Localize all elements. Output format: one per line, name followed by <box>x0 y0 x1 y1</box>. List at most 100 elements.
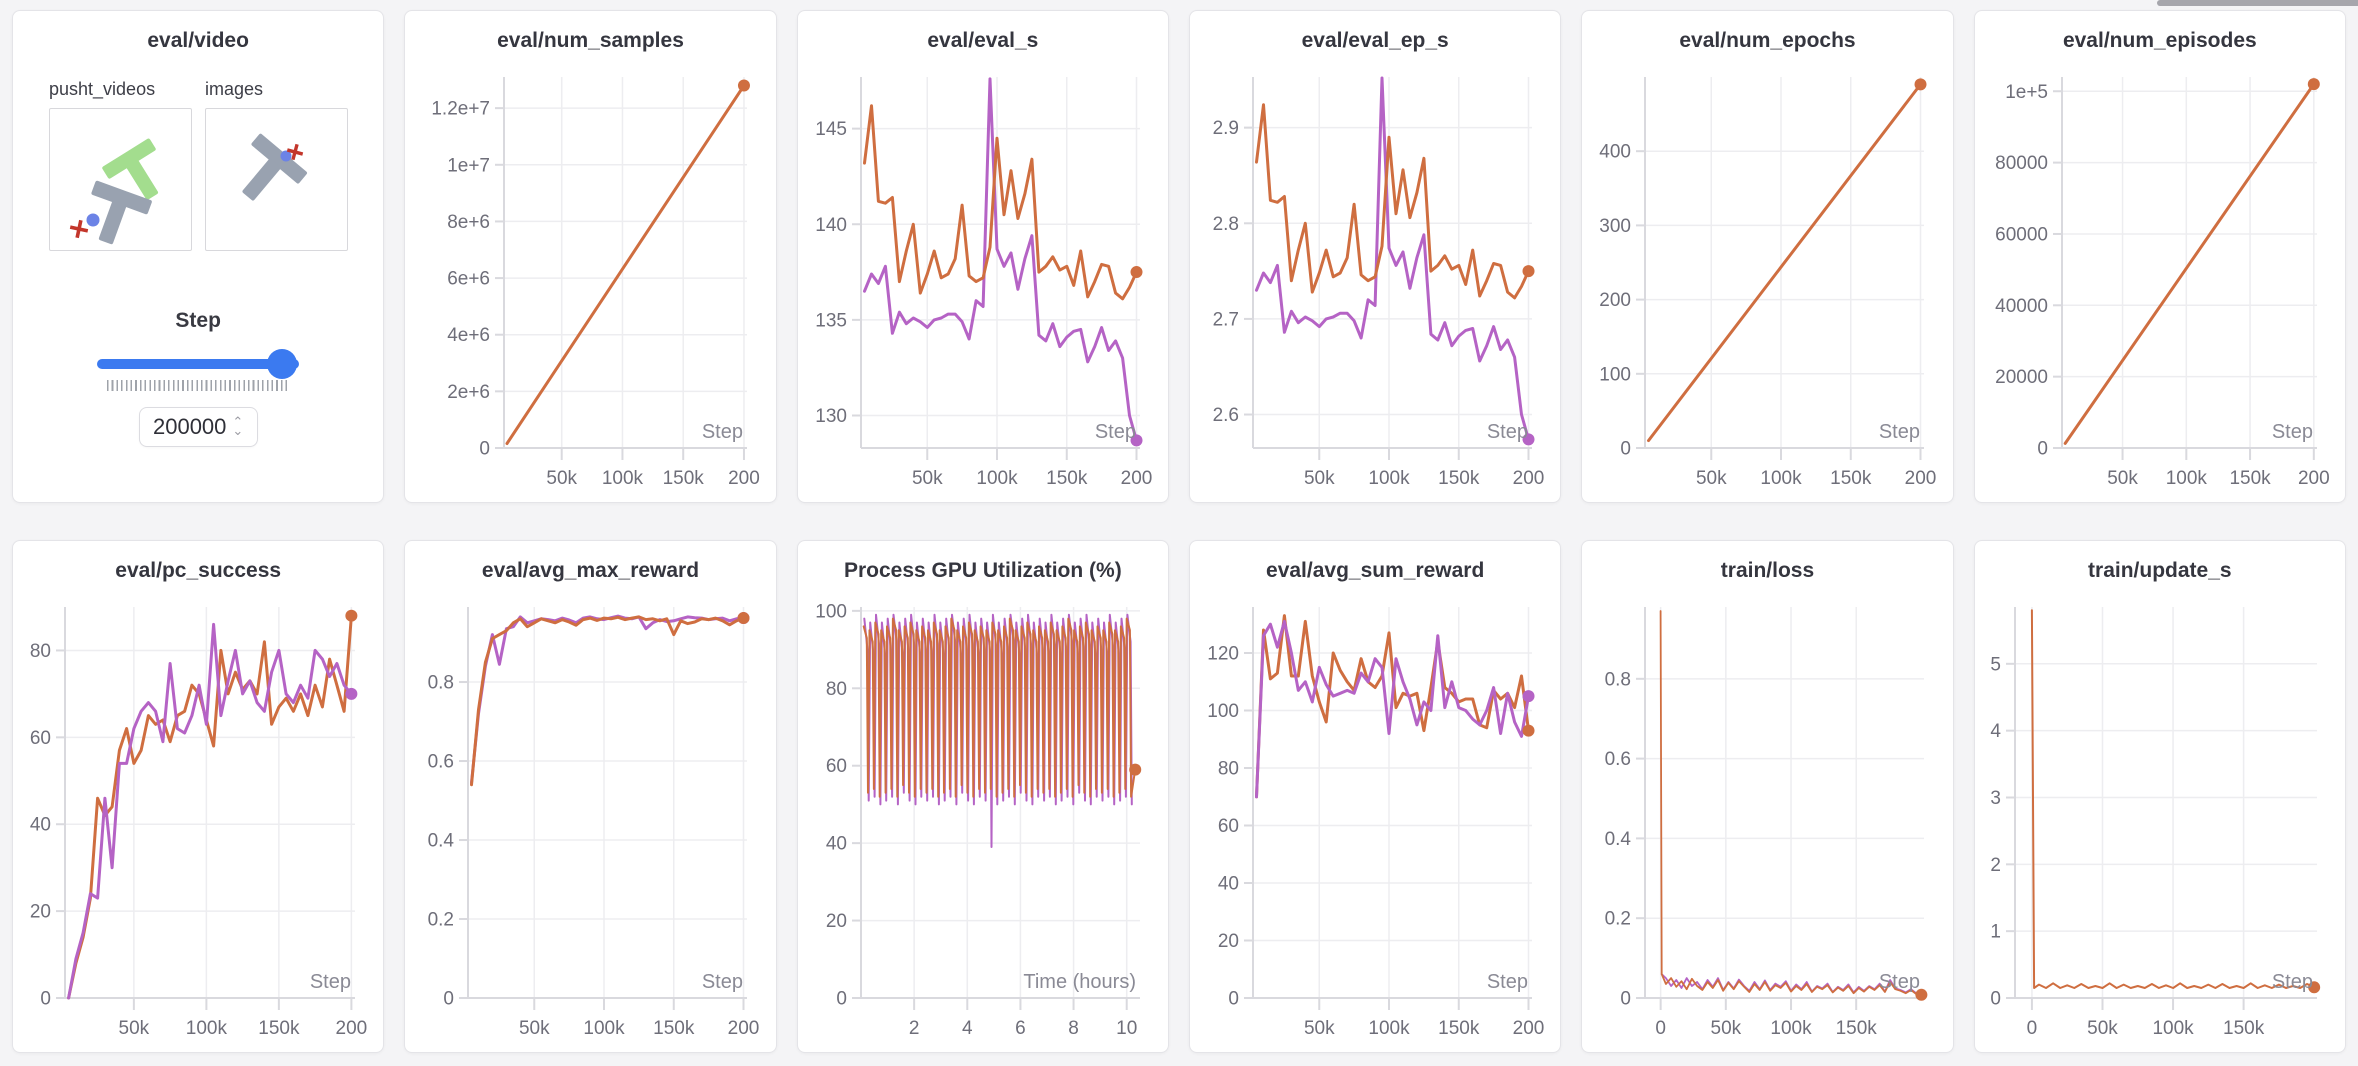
chart-plot-area[interactable]: 50k 100k 150k 200 0 20 40 60 80 Step <box>21 597 373 1048</box>
chart-plot-area[interactable]: 0 50k 100k 150k 0 1 2 3 4 5 Step <box>1983 597 2335 1048</box>
svg-text:8e+6: 8e+6 <box>448 212 491 233</box>
svg-text:0.6: 0.6 <box>428 752 454 773</box>
horizontal-scrollbar[interactable] <box>2157 0 2358 6</box>
svg-text:20: 20 <box>30 902 51 923</box>
svg-text:60000: 60000 <box>1995 224 2048 245</box>
svg-text:Step: Step <box>1487 421 1528 443</box>
stepper-arrows[interactable]: ⌃ ⌄ <box>232 414 244 438</box>
pusht-image <box>242 133 307 201</box>
panel-eval-num-samples[interactable]: eval/num_samples 50k 100k 150k 200 0 2e+6 4e+6… <box>404 10 777 503</box>
svg-text:400: 400 <box>1600 142 1632 163</box>
chart-plot-area[interactable]: 50k 100k 150k 200 0 20 40 60 80 100 120 Step <box>1198 597 1550 1048</box>
chart-plot-area[interactable]: 50k 100k 150k 200 0 2e+6 4e+6 6e+6 8e+6 1e+7 1.2e+… <box>413 67 765 498</box>
chart-plot-area[interactable]: 50k 100k 150k 200 0 0.2 0.4 0.6 0.8 Step <box>413 597 765 1048</box>
svg-text:300: 300 <box>1600 216 1632 237</box>
panel-eval-avg-sum-reward[interactable]: eval/avg_sum_reward 50k 100k 150k 200 0 20 40 6… <box>1189 540 1562 1053</box>
step-slider[interactable] <box>97 349 300 379</box>
chart-plot-area[interactable]: 50k 100k 150k 200 2.6 2.7 2.8 2.9 Step <box>1198 67 1550 498</box>
svg-text:0: 0 <box>480 439 491 460</box>
svg-text:200: 200 <box>1513 468 1545 489</box>
panel-eval-num-episodes[interactable]: eval/num_episodes 50k 100k 150k 200 0 20000 40… <box>1973 10 2346 503</box>
svg-text:0: 0 <box>1621 439 1632 460</box>
svg-text:150k: 150k <box>663 468 705 489</box>
svg-text:0.2: 0.2 <box>428 910 454 931</box>
svg-text:4: 4 <box>962 1018 973 1039</box>
svg-text:135: 135 <box>815 310 847 331</box>
svg-text:4: 4 <box>1990 721 2001 742</box>
svg-text:100k: 100k <box>976 468 1018 489</box>
step-value[interactable]: 200000 <box>152 414 227 439</box>
svg-text:150k: 150k <box>1836 1018 1878 1039</box>
svg-text:50k: 50k <box>1711 1018 1742 1039</box>
svg-text:0: 0 <box>40 989 51 1010</box>
svg-text:20: 20 <box>826 911 847 932</box>
media-label: images <box>205 79 264 99</box>
step-down-icon: ⌄ <box>232 423 244 438</box>
panel-eval-eval-s[interactable]: eval/eval_s 50k 100k 150k 200 130 135 140 145 St… <box>796 10 1169 503</box>
panel-train-loss[interactable]: train/loss 0 50k 100k 150k 0 0.2 0.4 0.6 0.8 Step <box>1581 540 1954 1053</box>
svg-text:40: 40 <box>826 834 847 855</box>
svg-text:0: 0 <box>1990 989 2001 1010</box>
svg-text:100k: 100k <box>584 1018 626 1039</box>
images-thumbnail[interactable] <box>205 108 348 251</box>
svg-text:145: 145 <box>815 119 847 140</box>
media-row: pusht_videos <box>13 79 383 251</box>
chart-plot-area[interactable]: 50k 100k 150k 200 130 135 140 145 Step <box>806 67 1158 498</box>
svg-text:120: 120 <box>1207 644 1239 665</box>
svg-text:10: 10 <box>1116 1018 1137 1039</box>
svg-text:0.8: 0.8 <box>428 673 454 694</box>
svg-text:Step: Step <box>2272 421 2313 443</box>
chart-title: eval/pc_success <box>115 559 282 582</box>
svg-text:100: 100 <box>1207 701 1239 722</box>
svg-text:100k: 100k <box>1368 1018 1410 1039</box>
svg-text:0.2: 0.2 <box>1605 909 1631 930</box>
svg-text:6e+6: 6e+6 <box>448 269 491 290</box>
chart-plot-area[interactable]: 0 50k 100k 150k 0 0.2 0.4 0.6 0.8 Step <box>1590 597 1942 1048</box>
svg-text:50k: 50k <box>1696 468 1727 489</box>
svg-text:100k: 100k <box>1771 1018 1813 1039</box>
panel-eval-eval-ep-s[interactable]: eval/eval_ep_s 50k 100k 150k 200 2.6 2.7 2.8 2.… <box>1189 10 1562 503</box>
panel-eval-pc-success[interactable]: eval/pc_success 50k 100k 150k 200 0 20 40 60 80 S… <box>12 540 385 1053</box>
svg-text:Step: Step <box>1487 971 1528 993</box>
chart-plot-area[interactable]: 50k 100k 150k 200 0 20000 40000 60000 80000 1e+5 S… <box>1983 67 2335 498</box>
svg-text:8: 8 <box>1068 1018 1079 1039</box>
chart-title: eval/eval_ep_s <box>1301 29 1449 52</box>
chart-title: train/update_s <box>2088 559 2232 582</box>
panel-train-update-s[interactable]: train/update_s 0 50k 100k 150k 0 1 2 3 4 5 Step <box>1973 540 2346 1053</box>
step-slider-handle[interactable] <box>267 349 298 379</box>
svg-text:1e+7: 1e+7 <box>448 155 491 176</box>
svg-text:100k: 100k <box>1368 468 1410 489</box>
panel-eval-video[interactable]: eval/video pusht_videos <box>12 10 385 503</box>
svg-text:200: 200 <box>1120 468 1152 489</box>
svg-text:100k: 100k <box>2165 468 2207 489</box>
step-up-icon: ⌃ <box>232 414 244 429</box>
svg-text:40: 40 <box>30 815 51 836</box>
svg-text:200: 200 <box>1600 290 1632 311</box>
chart-plot-area[interactable]: 2 4 6 8 10 0 20 40 60 80 100 Time (hours) <box>806 597 1158 1048</box>
step-control: Step 200000 ⌃ ⌄ <box>13 309 383 447</box>
step-slider-track[interactable] <box>97 359 300 369</box>
svg-text:50k: 50k <box>1304 1018 1335 1039</box>
chart-title: eval/num_epochs <box>1679 29 1856 52</box>
svg-text:2.9: 2.9 <box>1213 118 1239 139</box>
svg-text:Step: Step <box>702 971 743 993</box>
svg-text:100k: 100k <box>602 468 644 489</box>
svg-text:200: 200 <box>728 468 760 489</box>
svg-text:150k: 150k <box>1830 468 1872 489</box>
svg-text:1e+5: 1e+5 <box>2005 82 2048 103</box>
step-input[interactable]: 200000 ⌃ ⌄ <box>138 407 258 447</box>
panel-grid: eval/video pusht_videos <box>12 10 2346 1053</box>
svg-text:150k: 150k <box>1438 468 1480 489</box>
svg-text:150k: 150k <box>2223 1018 2265 1039</box>
svg-text:80000: 80000 <box>1995 153 2048 174</box>
pusht-video-thumbnail[interactable] <box>49 108 192 251</box>
svg-text:40000: 40000 <box>1995 296 2048 317</box>
panel-eval-avg-max-reward[interactable]: eval/avg_max_reward 50k 100k 150k 200 0 0.2 0.… <box>404 540 777 1053</box>
svg-text:2: 2 <box>909 1018 920 1039</box>
panel-eval-num-epochs[interactable]: eval/num_epochs 50k 100k 150k 200 0 100 200 300… <box>1581 10 1954 503</box>
svg-text:50k: 50k <box>547 468 578 489</box>
svg-text:Step: Step <box>1879 971 1920 993</box>
panel-process-gpu-utilization[interactable]: Process GPU Utilization (%) 2 4 6 8 10 0 20 40 6… <box>796 540 1169 1053</box>
chart-plot-area[interactable]: 50k 100k 150k 200 0 100 200 300 400 Step <box>1590 67 1942 498</box>
svg-text:2.6: 2.6 <box>1213 405 1239 426</box>
